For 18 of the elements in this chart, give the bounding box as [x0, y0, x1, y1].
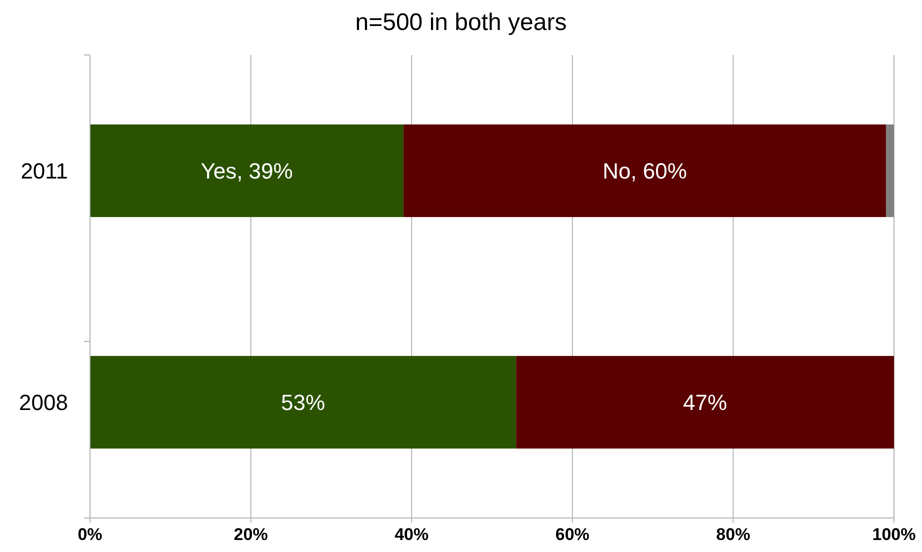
- x-tick-label: 20%: [234, 525, 268, 544]
- data-label: 53%: [281, 390, 326, 415]
- data-label: No, 60%: [602, 158, 687, 184]
- data-label: Yes, 39%: [200, 158, 293, 184]
- x-tick-label: 0%: [78, 525, 102, 544]
- bar: [886, 124, 894, 218]
- bar: [90, 124, 404, 218]
- y-tick-label: 2008: [19, 390, 68, 415]
- bar: [90, 356, 516, 449]
- bar: [516, 356, 894, 449]
- bar: [404, 124, 886, 218]
- x-tick-label: 40%: [394, 525, 429, 544]
- x-tick-label: 80%: [716, 525, 750, 544]
- chart-title: n=500 in both years: [355, 9, 567, 36]
- data-label: 47%: [683, 390, 728, 415]
- x-tick-label: 60%: [555, 525, 590, 544]
- x-tick-label: 100%: [872, 525, 916, 544]
- y-tick-label: 2011: [20, 158, 68, 184]
